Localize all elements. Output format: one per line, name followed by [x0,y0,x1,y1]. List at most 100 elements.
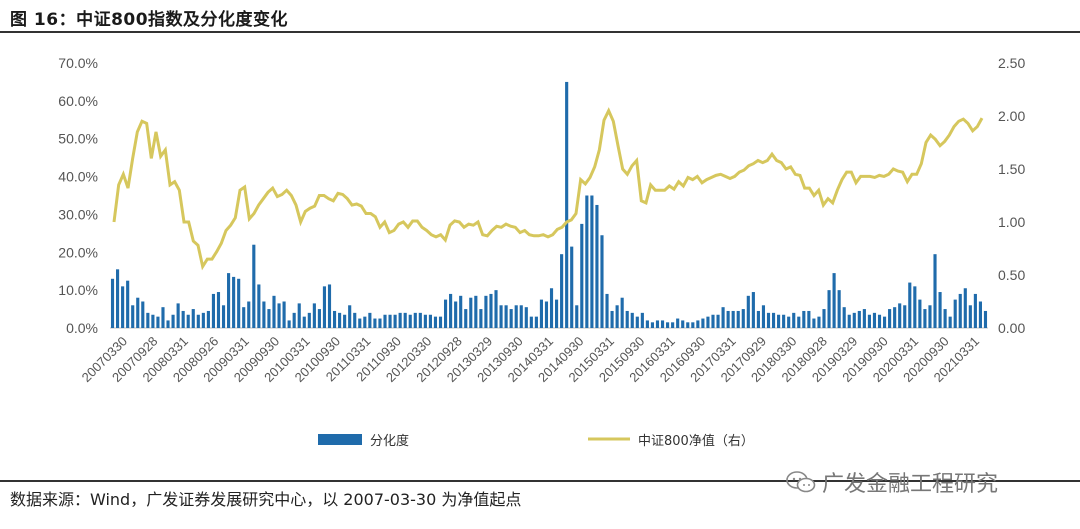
bar [514,305,518,328]
bar [736,310,740,328]
bar [645,320,649,328]
bar [403,312,407,328]
bar [630,312,634,328]
bar [615,305,619,328]
y-left-tick-label: 20.0% [58,244,98,260]
bar [706,316,710,328]
bar [560,254,564,328]
bar [302,316,306,328]
bar [282,301,286,328]
bar [842,307,846,328]
bar [711,314,715,328]
y-left-tick-label: 40.0% [58,169,98,185]
bar [832,273,836,328]
bar [923,309,927,328]
bar [272,295,276,328]
bar [943,309,947,328]
bar [852,312,856,328]
y-left-tick-label: 50.0% [58,131,98,147]
bar [721,307,725,328]
bar [867,314,871,328]
legend-line-label: 中证800净值（右） [638,433,754,449]
bar [585,195,589,328]
bar [701,318,705,328]
bar [983,310,988,328]
bar [822,309,826,328]
bar [358,318,362,328]
bar [761,305,766,328]
bar [494,290,498,328]
bar [312,303,316,328]
bar [872,312,877,328]
bar [782,314,786,328]
bar [610,310,614,328]
bar [766,312,771,328]
source-note: 数据来源：Wind，广发证券发展研究中心，以 2007-03-30 为净值起点 [10,490,522,509]
bar [650,322,655,328]
bar [807,310,811,328]
bar [459,295,463,328]
bar [348,305,352,328]
bar [443,299,448,328]
bar [671,322,675,328]
bar [544,301,549,328]
bar [171,314,175,328]
bar [161,307,165,328]
bar [837,290,841,328]
figure-title: 图 16：中证800指数及分化度变化 [10,10,289,30]
y-axis-left: 0.0% 10.0% 20.0% 30.0% 40.0% 50.0% 60.0% 70.0% [58,55,98,336]
bar [363,316,367,328]
bar [555,299,559,328]
bar [913,286,917,328]
bar [151,314,155,328]
bar [771,312,776,328]
bar [252,244,256,328]
bar [413,312,417,328]
bar [257,284,261,328]
title-bar: 图 16：中证800指数及分化度变化 [0,0,1080,30]
chart: 0.0%10.0%20.0%30.0%40.0%50.0%60.0%70.0% … [58,55,1025,449]
bar [146,312,150,328]
bar [322,286,327,328]
bar [888,309,892,328]
bar [141,301,145,328]
bar [928,305,932,328]
bar [211,293,216,328]
y-left-tick-label: 10.0% [58,282,98,298]
bar [529,316,533,328]
y-left-tick-label: 30.0% [58,206,98,222]
bar [176,303,180,328]
bar [660,320,665,328]
bar [166,320,170,328]
bar [802,310,806,328]
bar [438,316,443,328]
bar [741,309,745,328]
y-left-tick-label: 70.0% [58,55,98,71]
bar [373,318,377,328]
bar [580,223,584,328]
bar [570,246,574,328]
bar [469,297,473,328]
bar [277,303,281,328]
bar [600,235,604,328]
bar [777,314,781,328]
nav-line [112,107,984,271]
bar [242,307,246,328]
bar [131,305,135,328]
bar [449,293,453,328]
bar [756,310,760,328]
bar-series [110,81,988,329]
bar [433,316,438,328]
bar [378,318,382,328]
bar [499,305,503,328]
bar [484,295,488,328]
bar [908,282,912,328]
bar [216,292,221,328]
y-right-tick-label: 2.50 [998,55,1025,71]
bar [474,295,478,328]
watermark: 广发金融工程研究 [786,466,998,498]
bar [933,254,937,328]
bar [292,312,296,328]
bar [464,309,468,328]
bar [383,314,387,328]
